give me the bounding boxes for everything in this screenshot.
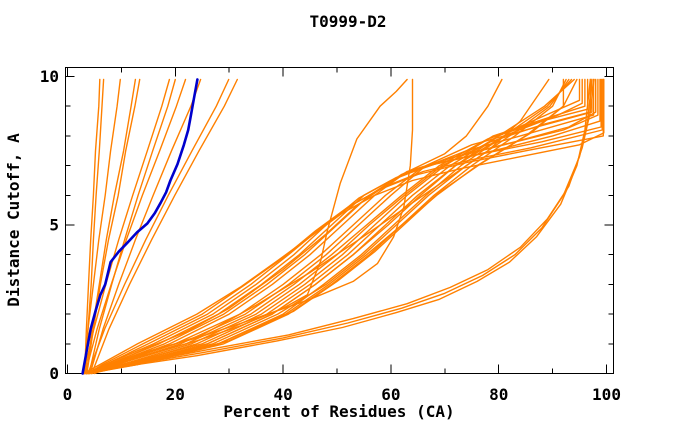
model-curve: [89, 78, 597, 375]
axis-ticks: [65, 67, 614, 374]
model-curve: [91, 78, 503, 375]
y-tick-label: 0: [49, 364, 59, 383]
model-curve: [86, 78, 141, 375]
model-curve: [85, 78, 581, 375]
model-curve: [82, 78, 122, 375]
x-tick-label: 100: [592, 385, 621, 404]
x-tick-label: 20: [166, 385, 185, 404]
x-tick-label: 0: [63, 385, 73, 404]
model-curve: [86, 78, 595, 375]
plot-frame: [65, 67, 614, 374]
y-tick-label: 10: [40, 67, 59, 86]
model-curve: [85, 78, 589, 375]
model-curve: [87, 78, 604, 375]
model-curve: [82, 78, 605, 375]
model-curve: [82, 78, 171, 375]
model-curve: [85, 78, 591, 375]
model-curve: [83, 78, 101, 375]
model-curve: [91, 78, 239, 375]
model-curve: [84, 78, 603, 375]
x-tick-label: 40: [273, 385, 292, 404]
chart-title: T0999-D2: [309, 12, 386, 31]
model-curve: [82, 78, 586, 375]
y-tick-label: 5: [49, 216, 59, 235]
x-tick-label: 60: [381, 385, 400, 404]
model-curve: [82, 78, 599, 375]
x-tick-label: 80: [489, 385, 508, 404]
y-axis-label: Distance Cutoff, A: [4, 133, 23, 307]
model-curves: [81, 78, 605, 375]
model-curve: [89, 78, 202, 375]
axis-tick-labels: 0 20 40 60 80 100 0 5 10: [40, 67, 621, 404]
model-curve: [88, 78, 591, 375]
model-curve: [88, 78, 177, 375]
model-curve: [83, 78, 593, 375]
model-curve: [84, 78, 187, 375]
x-axis-label: Percent of Residues (CA): [223, 402, 454, 421]
model-curve: [85, 78, 565, 375]
highlighted-model-curve: [81, 78, 199, 375]
model-curve: [87, 78, 230, 375]
